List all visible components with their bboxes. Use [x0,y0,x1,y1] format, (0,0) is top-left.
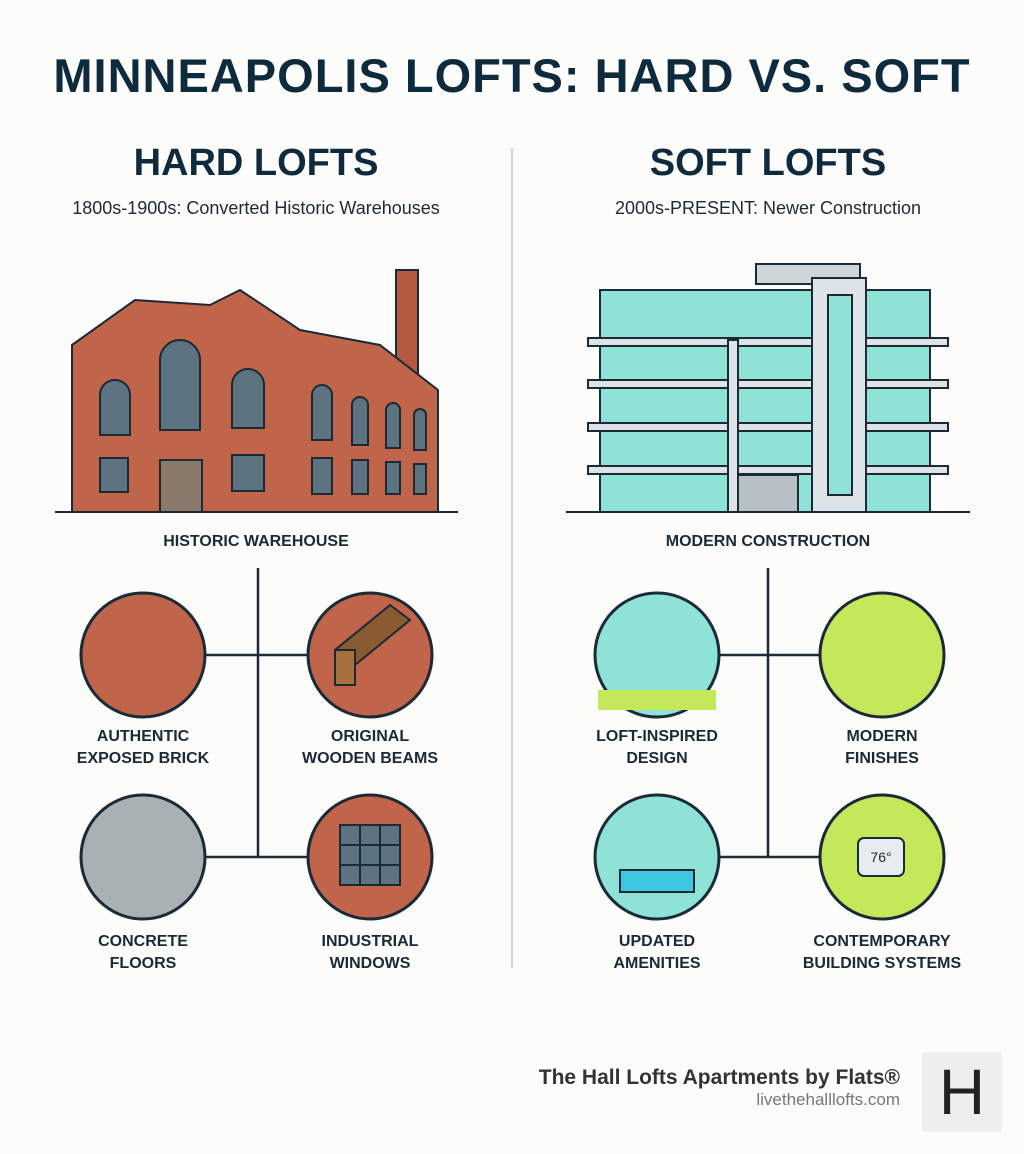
feature-label-brick: AUTHENTIC EXPOSED BRICK [33,726,253,770]
label-line: UPDATED [618,933,696,950]
brand-name: The Hall Lofts Apartments by Flats® [538,1066,900,1089]
thermostat-reading: 76° [870,849,891,865]
warehouse-illustration [55,269,458,513]
pool-amenity-icon [593,793,721,921]
label-line: FINISHES [845,750,919,767]
soft-lofts-subtitle: 2000s-PRESENT: Newer Construction [614,198,922,218]
soft-lofts-heading: SOFT LOFTS [649,142,887,184]
label-line: WINDOWS [329,955,411,972]
concrete-floor-icon [79,793,207,921]
wooden-beam-icon [306,591,434,719]
feature-label-loft-design: LOFT-INSPIRED DESIGN [547,726,767,770]
loft-interior-icon [593,591,721,719]
hard-lofts-heading: HARD LOFTS [133,142,379,184]
label-line: BUILDING SYSTEMS [802,955,962,972]
modern-building-illustration [566,263,970,513]
brand-block: The Hall Lofts Apartments by Flats® live… [539,1066,900,1110]
label-line: MODERN [846,728,918,745]
brand-logo: H [922,1052,1002,1132]
feature-label-amenities: UPDATED AMENITIES [547,931,767,975]
label-line: EXPOSED BRICK [76,750,210,767]
hard-caption: HISTORIC WAREHOUSE [163,533,349,550]
page-title: MINNEAPOLIS LOFTS: HARD VS. SOFT [53,49,971,102]
label-line: AUTHENTIC [96,728,190,745]
feature-label-beams: ORIGINAL WOODEN BEAMS [260,726,480,770]
label-line: CONCRETE [98,933,188,950]
feature-label-windows: INDUSTRIAL WINDOWS [260,931,480,975]
faucet-kitchen-icon [818,591,946,719]
hard-lofts-subtitle: 1800s-1900s: Converted Historic Warehous… [72,198,440,218]
label-line: ORIGINAL [330,728,410,745]
brand-url[interactable]: livethehalllofts.com [756,1090,900,1109]
label-line: FLOORS [109,955,177,972]
label-line: LOFT-INSPIRED [596,728,718,745]
brick-icon [79,591,207,719]
column-divider [511,148,513,968]
feature-label-finishes: MODERN FINISHES [772,726,992,770]
label-line: CONTEMPORARY [813,933,951,950]
connector-lines [143,568,882,859]
label-line: INDUSTRIAL [321,933,419,950]
label-line: WOODEN BEAMS [302,750,438,767]
feature-label-systems: CONTEMPORARY BUILDING SYSTEMS [772,931,992,975]
feature-label-concrete: CONCRETE FLOORS [33,931,253,975]
soft-caption: MODERN CONSTRUCTION [665,533,871,550]
label-line: DESIGN [626,750,688,767]
label-line: AMENITIES [613,955,701,972]
